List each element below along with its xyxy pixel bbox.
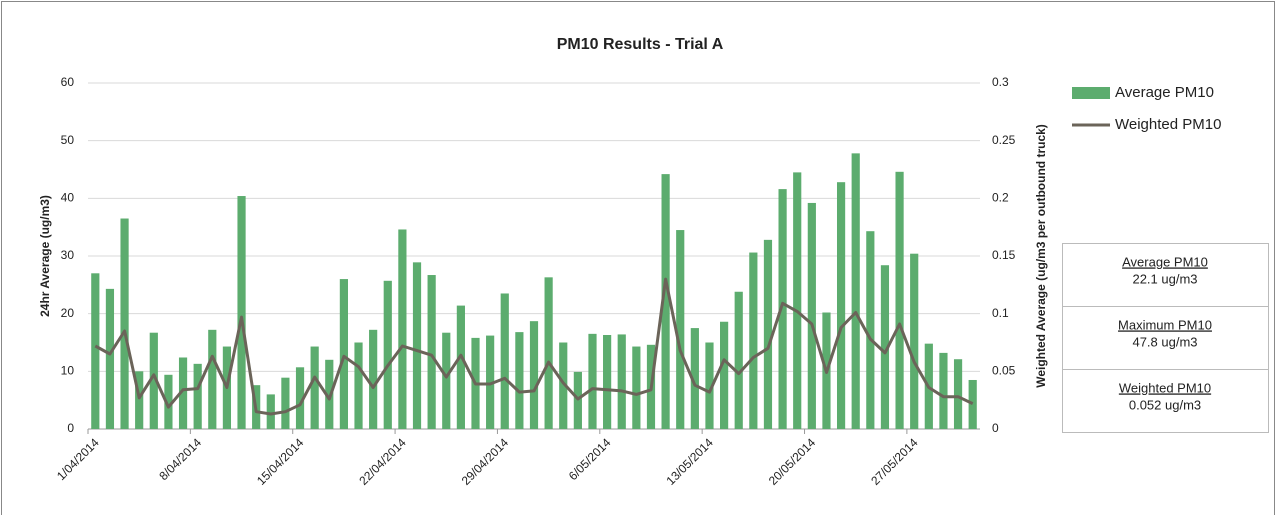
y-tick-label: 20 — [61, 306, 75, 320]
bar — [486, 335, 495, 429]
bar — [91, 273, 100, 429]
bar — [720, 321, 729, 429]
summary-label: Average PM10 — [1122, 254, 1208, 269]
bar — [793, 172, 802, 429]
bar — [559, 342, 568, 429]
x-tick-label: 29/04/2014 — [459, 435, 512, 488]
bar — [325, 359, 334, 429]
bar — [427, 275, 436, 429]
bar — [120, 218, 129, 429]
bar — [310, 346, 319, 429]
y2-tick-label: 0.25 — [992, 133, 1016, 147]
bar — [266, 394, 275, 429]
bar — [105, 288, 115, 429]
bar — [910, 253, 919, 429]
x-tick-label: 15/04/2014 — [254, 435, 307, 488]
bar — [339, 279, 348, 429]
bar — [208, 329, 217, 429]
y-tick-label: 50 — [61, 133, 75, 147]
y-axis-title: 24hr Average (ug/m3) — [38, 195, 52, 317]
bar — [588, 333, 597, 429]
bar — [836, 182, 846, 429]
bar — [369, 329, 378, 429]
bar — [939, 352, 948, 429]
summary-label: Maximum PM10 — [1118, 317, 1212, 332]
x-tick-label: 8/04/2014 — [156, 435, 204, 483]
bar — [544, 277, 553, 429]
summary-value: 22.1 ug/m3 — [1132, 271, 1197, 286]
legend-label: Weighted PM10 — [1115, 116, 1221, 133]
y-tick-label: 10 — [61, 364, 75, 378]
bar — [851, 153, 860, 429]
y2-tick-label: 0.2 — [992, 191, 1009, 205]
bar — [763, 239, 773, 429]
bar — [237, 196, 246, 429]
y-tick-label: 40 — [61, 191, 75, 205]
bar — [603, 335, 612, 429]
bar — [778, 189, 787, 429]
legend-swatch — [1072, 87, 1110, 99]
bar — [807, 202, 816, 429]
summary-label: Weighted PM10 — [1119, 380, 1211, 395]
bar — [135, 371, 144, 429]
bar — [661, 174, 670, 429]
bar — [281, 377, 290, 429]
y2-tick-label: 0.1 — [992, 306, 1009, 320]
summary-value: 0.052 ug/m3 — [1129, 397, 1201, 412]
bar — [895, 171, 904, 429]
bar — [632, 346, 641, 429]
x-tick-label: 13/05/2014 — [663, 435, 716, 488]
bar — [500, 293, 509, 429]
x-tick-label: 22/04/2014 — [356, 435, 409, 488]
bar — [705, 342, 714, 429]
bar — [295, 367, 305, 429]
y2-tick-label: 0.15 — [992, 248, 1016, 262]
bar — [953, 359, 963, 429]
bar — [456, 305, 465, 429]
bar — [866, 231, 875, 429]
bar — [968, 379, 977, 429]
y-tick-label: 0 — [67, 421, 74, 435]
bar — [193, 363, 202, 429]
bar — [383, 280, 392, 429]
line — [94, 277, 974, 416]
bar — [749, 252, 758, 429]
x-tick-label: 6/05/2014 — [566, 435, 614, 483]
bar — [149, 332, 158, 429]
bar — [515, 332, 524, 429]
x-tick-label: 20/05/2014 — [766, 435, 819, 488]
bar — [690, 328, 699, 429]
chart-title: PM10 Results - Trial A — [557, 36, 724, 53]
bar — [398, 229, 407, 429]
bar — [880, 265, 890, 429]
summary-box — [1062, 243, 1269, 433]
summary-value: 47.8 ug/m3 — [1132, 334, 1197, 349]
bar — [617, 334, 626, 429]
bar — [676, 230, 685, 429]
bar — [178, 357, 188, 429]
bar — [354, 342, 363, 429]
bar — [529, 321, 539, 429]
y2-tick-label: 0 — [992, 421, 999, 435]
y2-axis-title: Weighted Average (ug/m3 per outbound tru… — [1034, 124, 1048, 388]
bar — [734, 291, 743, 429]
y-tick-label: 30 — [61, 248, 75, 262]
bar — [164, 374, 173, 429]
y-tick-label: 60 — [61, 75, 75, 89]
y2-tick-label: 0.05 — [992, 364, 1016, 378]
bar — [442, 332, 451, 429]
x-tick-label: 27/05/2014 — [868, 435, 921, 488]
y2-tick-label: 0.3 — [992, 75, 1009, 89]
legend-label: Average PM10 — [1115, 84, 1214, 101]
bar — [412, 262, 422, 429]
x-tick-label: 1/04/2014 — [54, 435, 102, 483]
